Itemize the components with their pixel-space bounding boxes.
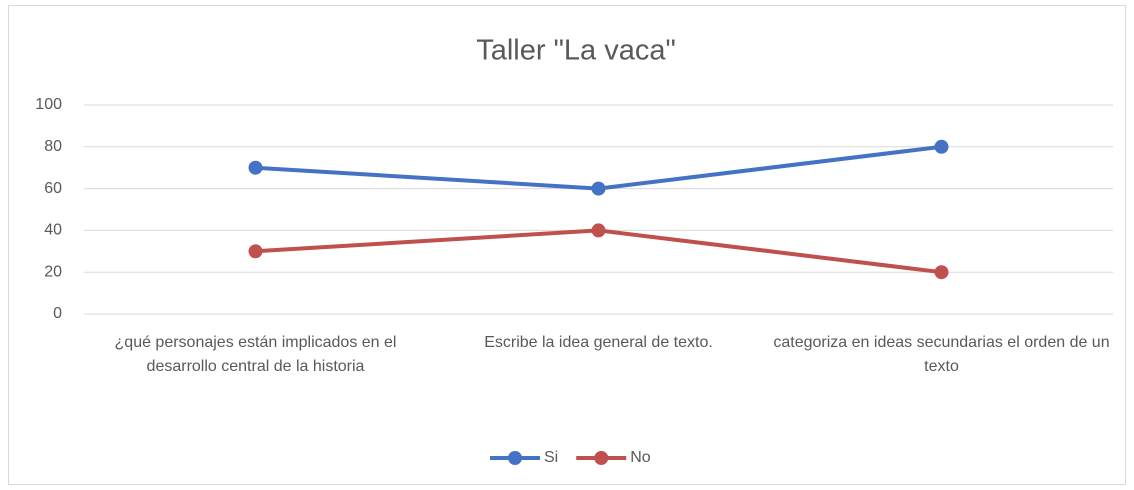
y-tick-label: 20 — [44, 263, 62, 280]
legend-marker — [594, 451, 609, 465]
legend-label: Si — [544, 449, 558, 466]
point — [248, 160, 263, 175]
point — [934, 265, 949, 280]
chart-title: Taller "La vaca" — [476, 35, 676, 67]
y-tick-label: 100 — [35, 96, 62, 113]
x-tick-label: ¿qué personajes están implicados en el d… — [114, 334, 397, 375]
y-tick-label: 0 — [53, 305, 62, 322]
point — [591, 223, 606, 238]
point — [248, 244, 263, 259]
y-tick-label: 40 — [44, 222, 62, 239]
chart-border — [8, 5, 1126, 485]
legend-marker — [508, 451, 522, 465]
x-tick-label: Escribe la idea general de texto. — [484, 334, 713, 351]
point — [934, 139, 949, 154]
x-tick-label: categoriza en ideas secundarias el orden… — [773, 334, 1110, 375]
y-tick-label: 80 — [44, 138, 62, 155]
point — [591, 181, 606, 196]
y-tick-label: 60 — [44, 180, 62, 197]
legend-label: No — [630, 449, 651, 466]
